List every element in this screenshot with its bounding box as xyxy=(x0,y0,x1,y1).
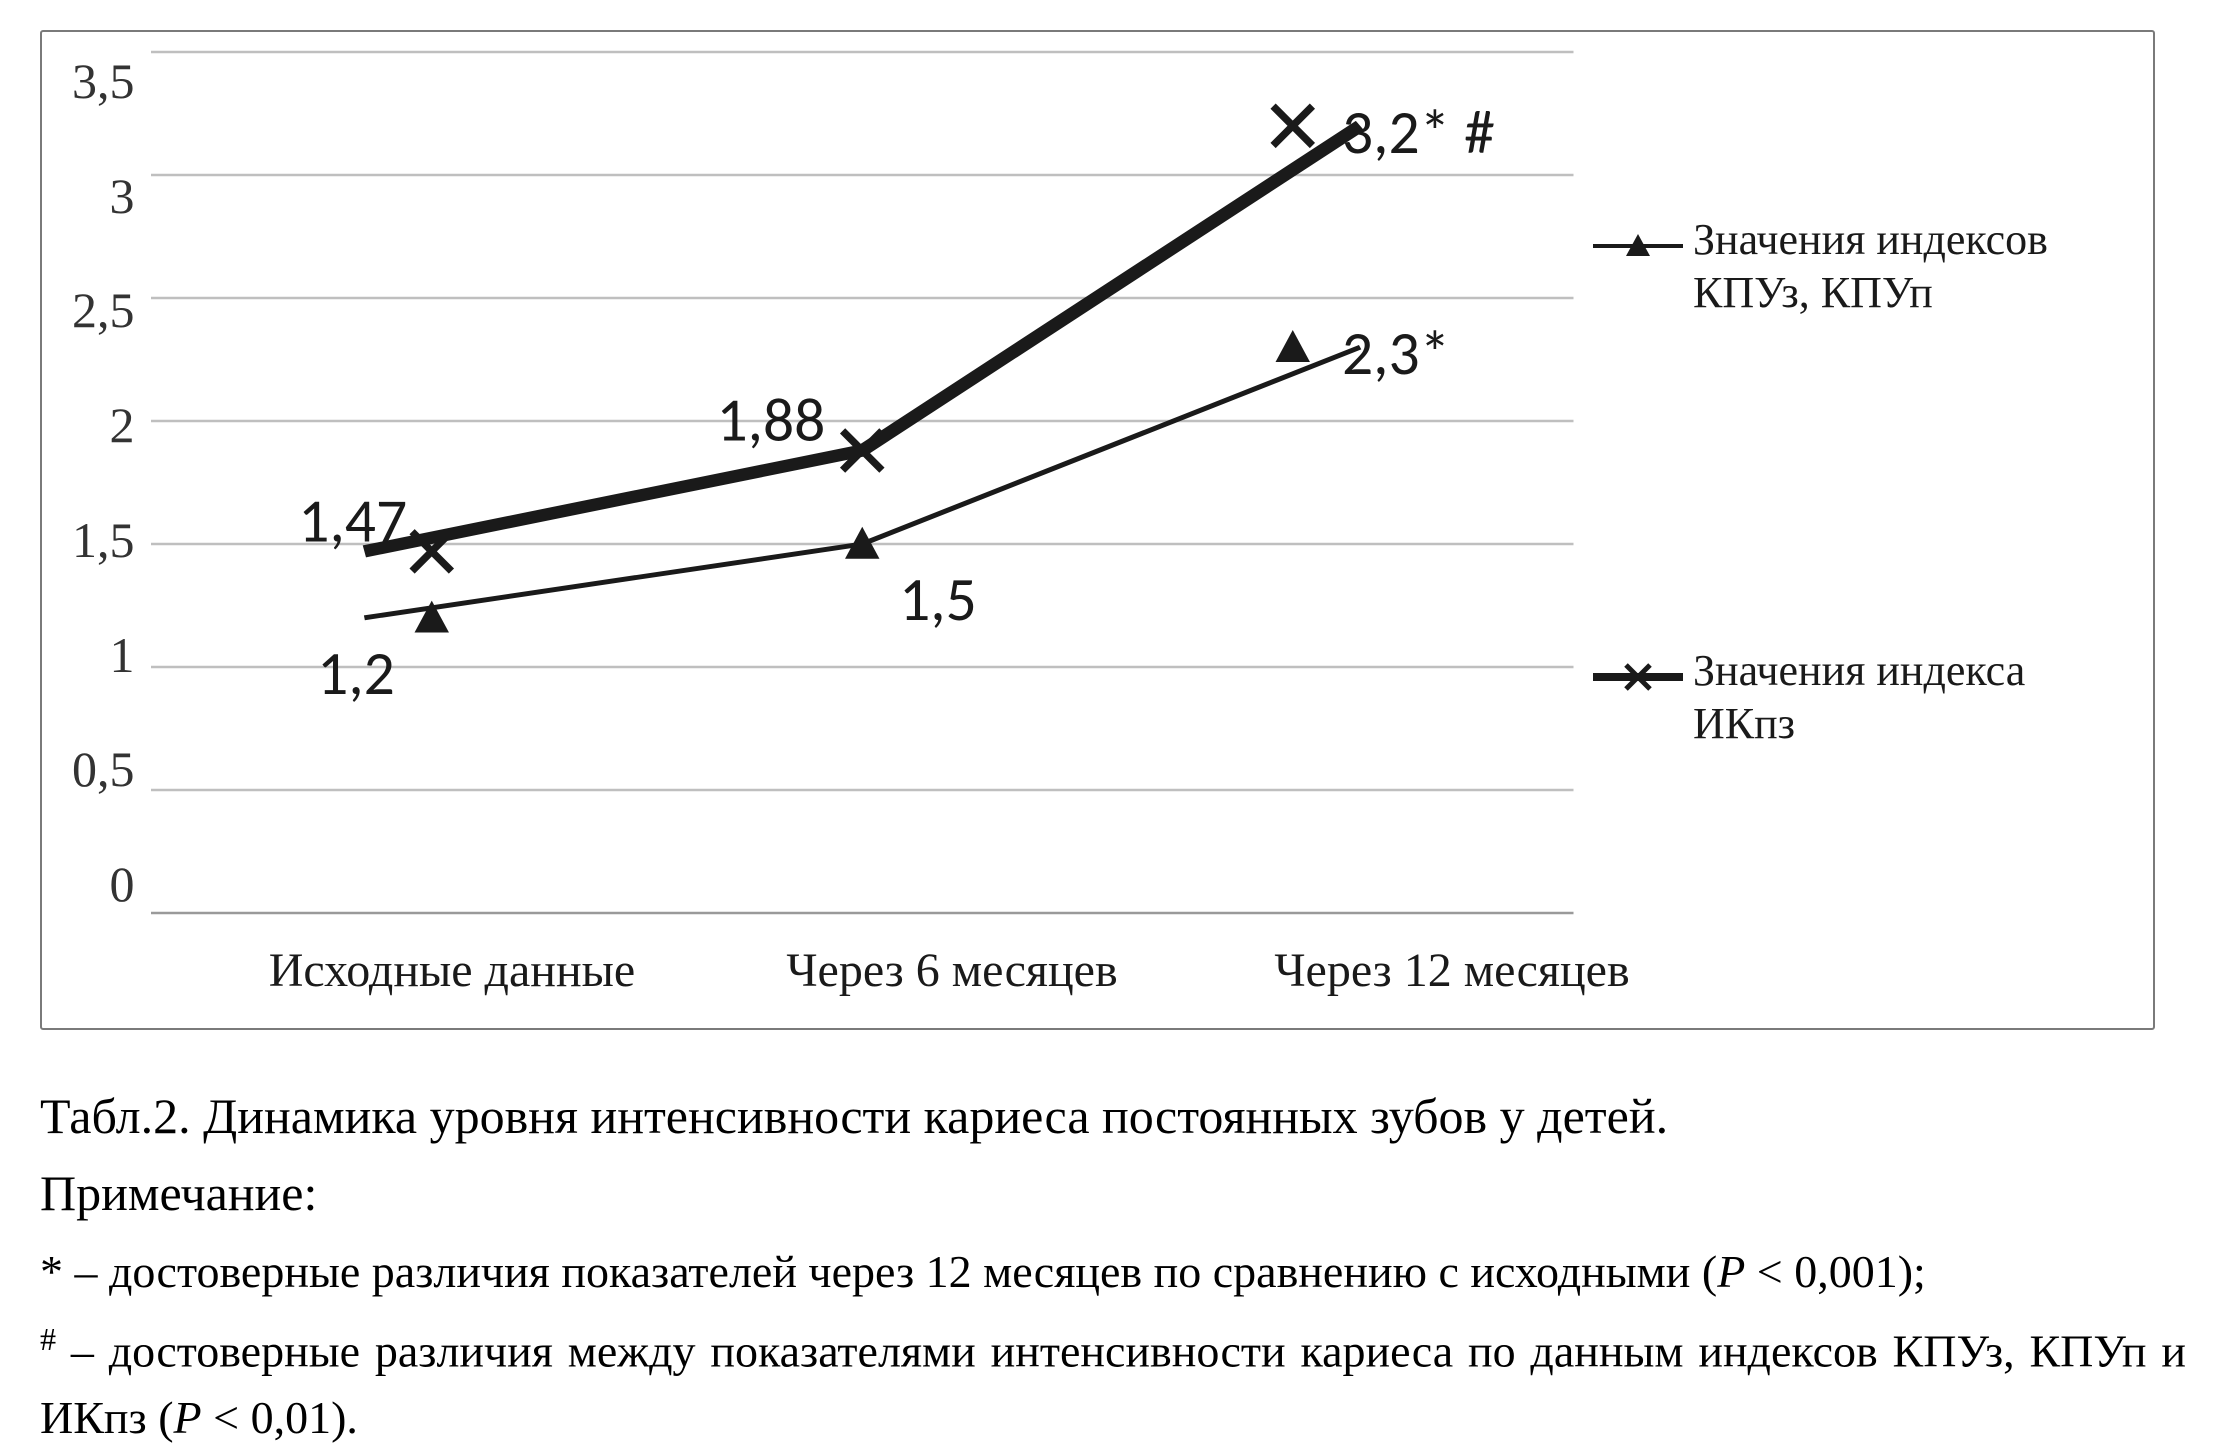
y-axis: 3,5 3 2,5 2 1,5 1 0,5 0 xyxy=(72,52,151,913)
y-tick-label: 3,5 xyxy=(72,52,135,110)
legend-item: Значения индекса ИКпз xyxy=(1593,645,2133,751)
x-axis: Исходные данныеЧерез 6 месяцевЧерез 12 м… xyxy=(72,913,2133,998)
chart-frame: 3,5 3 2,5 2 1,5 1 0,5 0 1,21,52,3*1,471,883,2* … xyxy=(40,30,2155,1030)
footnote-1: * – достоверные различия показателей чер… xyxy=(40,1239,2186,1306)
legend-marker-icon xyxy=(1593,224,1683,268)
y-tick-label: 1 xyxy=(110,626,135,684)
y-tick-label: 0,5 xyxy=(72,740,135,798)
legend-label: Значения индексов КПУз, КПУп xyxy=(1693,214,2133,320)
table-title: Табл.2. Динамика уровня интенсивности ка… xyxy=(40,1080,2186,1153)
x-tick-label: Через 12 месяцев xyxy=(1202,943,1702,998)
y-tick-label: 3 xyxy=(110,167,135,225)
legend-marker-icon xyxy=(1593,655,1683,699)
y-tick-label: 2,5 xyxy=(72,281,135,339)
plot-area: 1,21,52,3*1,471,883,2* # xyxy=(151,52,1574,913)
legend: Значения индексов КПУз, КПУп Значения инд… xyxy=(1573,52,2133,913)
legend-label: Значения индекса ИКпз xyxy=(1693,645,2133,751)
y-tick-label: 1,5 xyxy=(72,511,135,569)
y-tick-label: 0 xyxy=(110,855,135,913)
caption: Табл.2. Динамика уровня интенсивности ка… xyxy=(40,1080,2186,1451)
y-tick-label: 2 xyxy=(110,396,135,454)
x-tick-label: Исходные данные xyxy=(202,943,702,998)
note-heading: Примечание: xyxy=(40,1157,2186,1230)
footnote-2: # – достоверные различия между показател… xyxy=(40,1316,2186,1451)
x-tick-label: Через 6 месяцев xyxy=(702,943,1202,998)
legend-item: Значения индексов КПУз, КПУп xyxy=(1593,214,2133,320)
